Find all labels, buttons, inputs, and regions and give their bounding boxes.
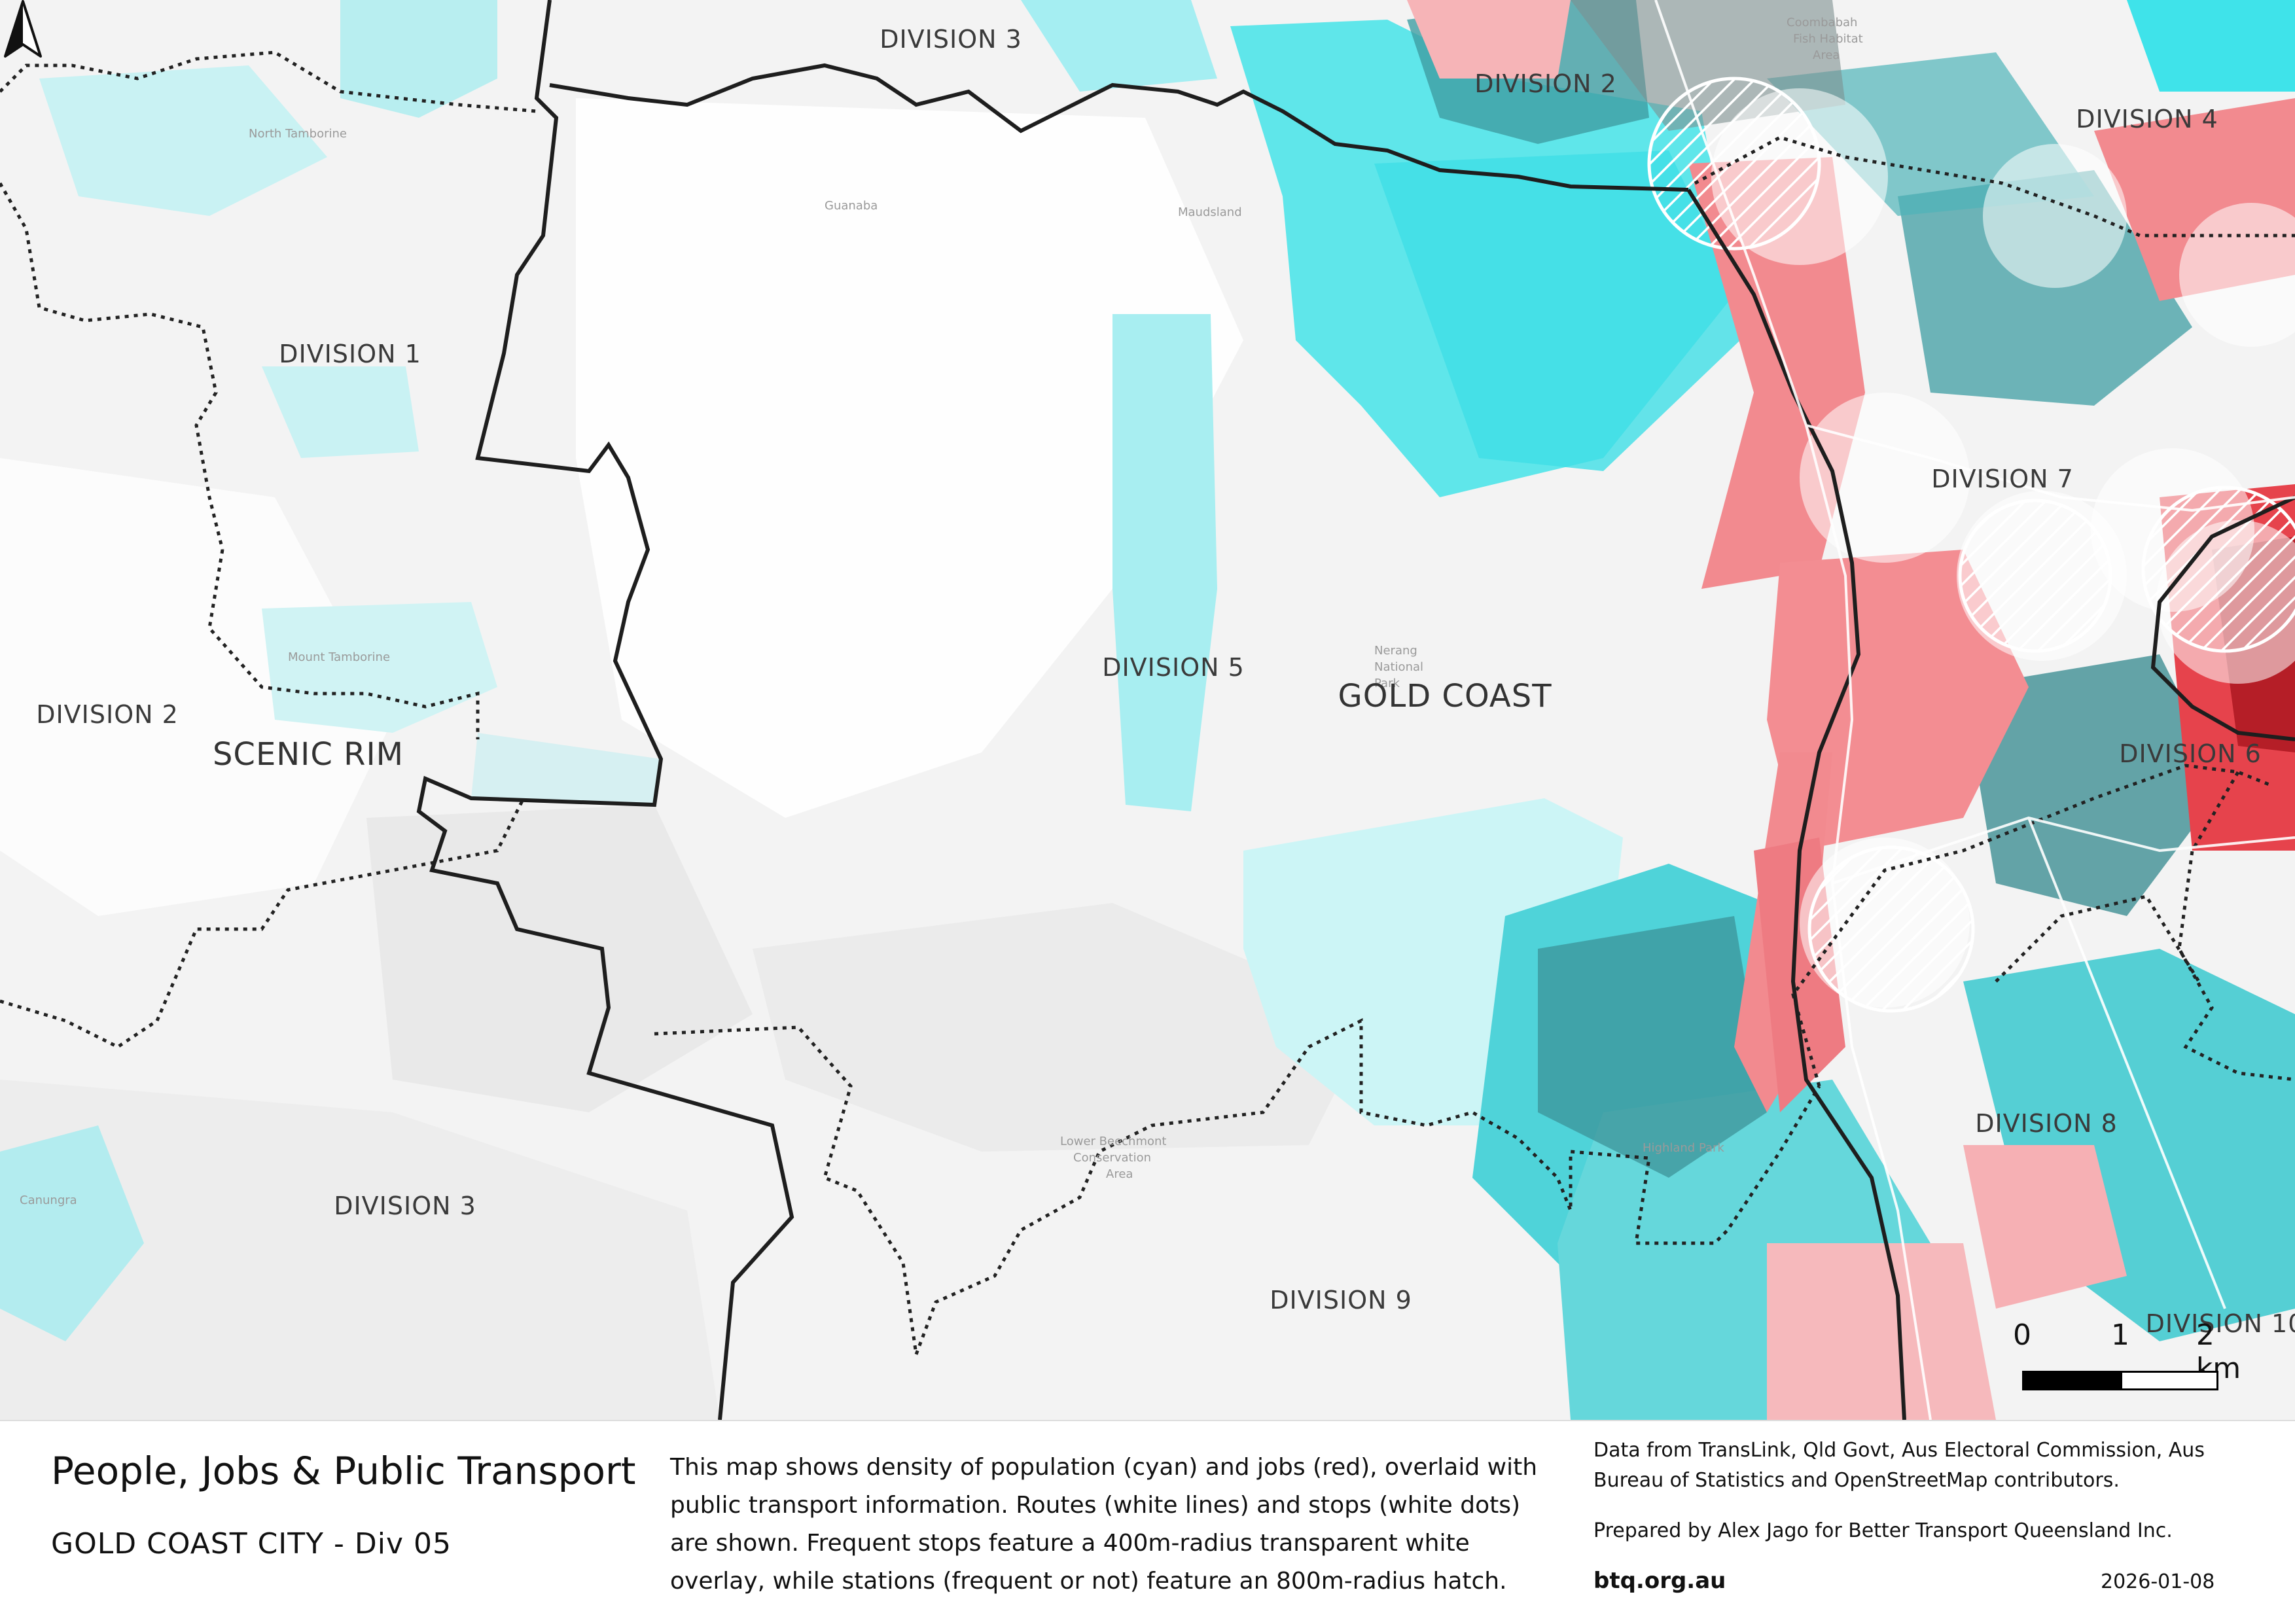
division-2-label-top: DIVISION 2 <box>1474 69 1617 98</box>
division-1-label: DIVISION 1 <box>279 340 421 368</box>
scale-segment-white <box>2120 1371 2218 1390</box>
data-credits: Data from TransLink, Qld Govt, Aus Elect… <box>1593 1439 2205 1492</box>
scale-tick-2km: 2 km <box>2196 1318 2241 1385</box>
website-link[interactable]: btq.org.au <box>1593 1568 1726 1594</box>
division-2-label-left: DIVISION 2 <box>36 700 179 729</box>
scale-bar: 0 1 2 km <box>1989 1318 2251 1397</box>
division-boundaries <box>0 50 2295 1355</box>
mixed-density-layer <box>1407 0 2225 1178</box>
svg-text:Coombabah: Coombabah <box>1787 16 1857 29</box>
lga-label-gold-coast: GOLD COAST <box>1338 678 1552 715</box>
division-5-label: DIVISION 5 <box>1102 653 1245 682</box>
route-lines <box>1654 0 2295 1420</box>
map-date: 2026-01-08 <box>2101 1570 2215 1593</box>
map-subtitle: GOLD COAST CITY - Div 05 <box>51 1527 452 1561</box>
division-3-label-bottom: DIVISION 3 <box>334 1192 476 1220</box>
division-10-label: DIVISION 10 <box>2145 1309 2295 1338</box>
division-9-label: DIVISION 9 <box>1270 1286 1412 1315</box>
svg-text:Area: Area <box>1106 1167 1133 1181</box>
division-3-label-top: DIVISION 3 <box>880 25 1022 54</box>
division-7-label: DIVISION 7 <box>1931 465 2074 493</box>
division-8-label: DIVISION 8 <box>1975 1109 2118 1138</box>
svg-text:National: National <box>1374 660 1423 674</box>
lga-boundaries <box>416 0 2295 1420</box>
svg-text:Park: Park <box>1374 677 1400 690</box>
svg-text:Guanaba: Guanaba <box>825 199 878 213</box>
station-hatch-circles <box>1647 77 2295 1013</box>
svg-text:Fish Habitat: Fish Habitat <box>1793 32 1863 46</box>
basemap-places: Coombabah Fish Habitat Area North Tambor… <box>20 16 1863 1207</box>
scale-tick-0: 0 <box>2013 1318 2031 1352</box>
map-canvas[interactable]: Coombabah Fish Habitat Area North Tambor… <box>0 0 2295 1420</box>
map-title: People, Jobs & Public Transport <box>51 1449 636 1493</box>
svg-text:Area: Area <box>1813 48 1840 62</box>
svg-text:Lower Beechmont: Lower Beechmont <box>1060 1135 1166 1148</box>
division-4-label: DIVISION 4 <box>2076 105 2218 133</box>
terrain-layer <box>0 98 1374 1420</box>
svg-text:Conservation: Conservation <box>1073 1151 1151 1165</box>
map-description: This map shows density of population (cy… <box>670 1454 1538 1595</box>
map-footer: People, Jobs & Public Transport GOLD COA… <box>0 1420 2295 1624</box>
north-arrow-icon <box>4 0 42 58</box>
prepared-by: Prepared by Alex Jago for Better Transpo… <box>1593 1519 2173 1542</box>
svg-text:Nerang: Nerang <box>1374 644 1417 658</box>
lga-label-scenic-rim: SCENIC RIM <box>212 736 404 773</box>
svg-text:Mount Tamborine: Mount Tamborine <box>288 650 390 664</box>
division-6-label: DIVISION 6 <box>2119 739 2262 768</box>
svg-text:Highland Park: Highland Park <box>1643 1141 1724 1155</box>
map-layers: Coombabah Fish Habitat Area North Tambor… <box>0 0 2295 1420</box>
scale-tick-1: 1 <box>2111 1318 2129 1352</box>
svg-text:North Tamborine: North Tamborine <box>249 127 347 141</box>
svg-text:Maudsland: Maudsland <box>1178 205 1242 219</box>
svg-text:Canungra: Canungra <box>20 1193 77 1207</box>
scale-segment-black <box>2022 1371 2120 1390</box>
